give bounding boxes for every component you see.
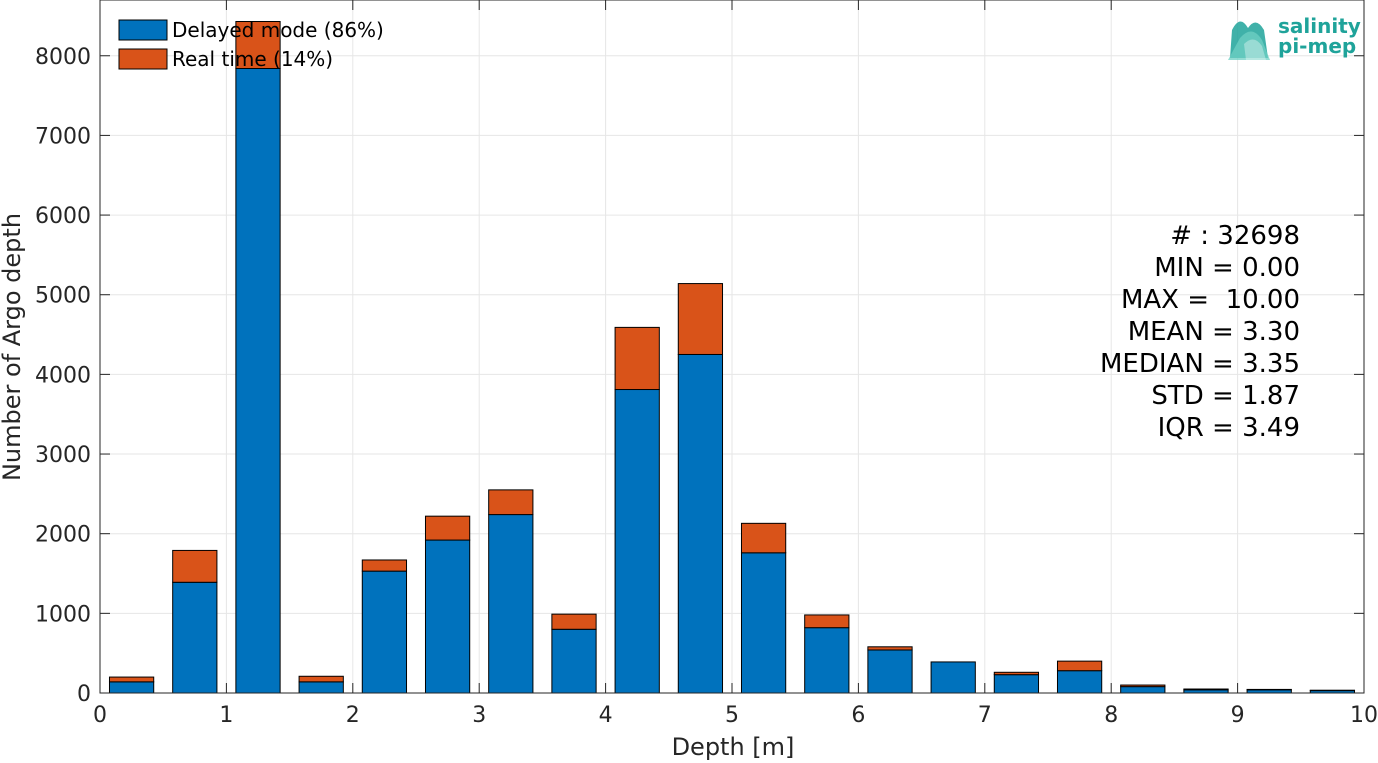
bar-delayed-mode	[361, 570, 408, 694]
bar-real-time	[867, 646, 913, 651]
stat-count: # : 32698	[1170, 221, 1300, 251]
x-tick-label: 9	[1231, 703, 1245, 728]
bar-real-time	[235, 21, 281, 70]
logo-text-line1: salinity	[1278, 14, 1361, 38]
logo-text-line2: pi-mep	[1278, 34, 1356, 58]
bar-real-time	[551, 613, 597, 630]
stat-std: STD = 1.87	[1151, 381, 1300, 411]
legend: Delayed mode (86%) Real time (14%)	[118, 18, 384, 71]
bar-real-time	[172, 549, 218, 583]
legend-label-realtime: Real time (14%)	[172, 47, 333, 71]
bar-delayed-mode	[172, 581, 218, 694]
bar-delayed-mode	[867, 649, 913, 694]
bar-delayed-mode	[740, 552, 787, 694]
x-tick-label: 1	[219, 703, 233, 728]
y-tick-label: 3000	[35, 443, 91, 468]
bar-real-time	[677, 283, 724, 355]
x-axis-label: Depth [m]	[672, 733, 795, 761]
bar-real-time	[108, 676, 155, 683]
bar-delayed-mode	[1120, 686, 1166, 694]
bar-real-time	[614, 326, 660, 391]
x-tick-label: 3	[472, 703, 486, 728]
legend-swatch-realtime	[118, 48, 168, 70]
x-tick-label: 0	[93, 703, 107, 728]
bar-delayed-mode	[804, 627, 850, 694]
y-tick-label: 4000	[35, 363, 91, 388]
legend-swatch-delayed	[118, 19, 168, 41]
x-tick-label: 10	[1350, 703, 1378, 728]
y-tick-label: 2000	[35, 523, 91, 548]
y-tick-label: 0	[77, 682, 91, 707]
bar-delayed-mode	[993, 674, 1040, 694]
bar-real-time	[424, 515, 471, 541]
stat-min: MIN = 0.00	[1154, 253, 1300, 283]
bar-delayed-mode	[488, 514, 534, 694]
bar-delayed-mode	[677, 353, 724, 694]
x-tick-label: 2	[346, 703, 360, 728]
x-tick-label: 4	[599, 703, 613, 728]
bar-real-time	[740, 522, 787, 554]
bar-real-time	[993, 671, 1040, 676]
x-tick-label: 5	[725, 703, 739, 728]
bar-delayed-mode	[614, 389, 660, 694]
y-tick-label: 6000	[35, 204, 91, 229]
y-tick-label: 1000	[35, 602, 91, 627]
y-tick-label: 5000	[35, 284, 91, 309]
y-tick-label: 8000	[35, 45, 91, 70]
stat-iqr: IQR = 3.49	[1158, 413, 1300, 443]
bar-delayed-mode	[298, 681, 344, 694]
bar-delayed-mode	[551, 628, 597, 694]
x-tick-label: 6	[851, 703, 865, 728]
bar-real-time	[1056, 660, 1103, 672]
logo: salinity pi-mep	[1228, 14, 1361, 60]
y-axis-label: Number of Argo depth	[0, 213, 26, 481]
bar-real-time	[488, 489, 534, 516]
stat-median: MEDIAN = 3.35	[1100, 349, 1300, 379]
plot-area: 0 1 2 3 4 5 6 7 8 9 10 0 1000 2000 3000 4000 5000 6000 700…	[35, 0, 1378, 728]
stats-annotation: # : 32698 MIN = 0.00 MAX = 10.00 MEAN = …	[1100, 221, 1300, 443]
bar-real-time	[1183, 688, 1229, 691]
bar-real-time	[298, 675, 344, 683]
bar-real-time	[361, 559, 408, 572]
x-tick-label: 8	[1104, 703, 1118, 728]
salinity-wave-icon	[1228, 21, 1270, 60]
stat-mean: MEAN = 3.30	[1128, 317, 1300, 347]
legend-label-delayed: Delayed mode (86%)	[172, 18, 384, 42]
bar-delayed-mode	[1056, 670, 1103, 694]
bar-real-time	[1120, 684, 1166, 688]
bar-delayed-mode	[108, 681, 155, 694]
bar-real-time	[804, 614, 850, 629]
bar-delayed-mode	[930, 661, 976, 694]
bar-delayed-mode	[235, 68, 281, 694]
y-tick-label: 7000	[35, 124, 91, 149]
stat-max: MAX = 10.00	[1121, 285, 1300, 315]
x-tick-label: 7	[978, 703, 992, 728]
bar-delayed-mode	[424, 539, 471, 694]
